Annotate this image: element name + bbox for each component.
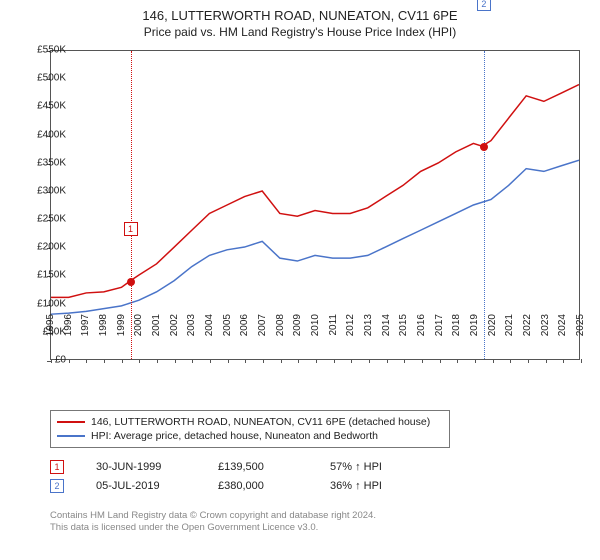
x-axis-label: 2010 (310, 314, 321, 336)
legend-item: HPI: Average price, detached house, Nune… (57, 429, 443, 443)
x-axis-label: 2014 (381, 314, 392, 336)
marker-dot (127, 278, 135, 286)
x-axis-label: 2022 (522, 314, 533, 336)
event-date: 30-JUN-1999 (96, 461, 186, 473)
x-axis-label: 1998 (98, 314, 109, 336)
x-axis-label: 2005 (222, 314, 233, 336)
x-axis-label: 2008 (275, 314, 286, 336)
y-axis-label: £100K (37, 298, 66, 309)
x-axis-label: 1997 (80, 314, 91, 336)
x-axis-label: 1996 (63, 314, 74, 336)
x-axis-label: 2000 (133, 314, 144, 336)
x-axis-label: 2013 (363, 314, 374, 336)
legend-label: HPI: Average price, detached house, Nune… (91, 430, 378, 442)
x-axis-label: 1995 (45, 314, 56, 336)
event-marker: 2 (50, 479, 64, 493)
event-vline (131, 51, 132, 359)
x-axis-label: 2009 (292, 314, 303, 336)
x-axis-label: 2011 (328, 314, 339, 336)
y-axis-label: £350K (37, 157, 66, 168)
x-axis-label: 2001 (151, 314, 162, 336)
event-row: 2 05-JUL-2019 £380,000 36% ↑ HPI (50, 479, 382, 493)
chart-container: 146, LUTTERWORTH ROAD, NUNEATON, CV11 6P… (0, 0, 600, 560)
page-subtitle: Price paid vs. HM Land Registry's House … (0, 25, 600, 39)
footer: Contains HM Land Registry data © Crown c… (50, 510, 376, 535)
event-row: 1 30-JUN-1999 £139,500 57% ↑ HPI (50, 460, 382, 474)
x-axis-label: 2015 (398, 314, 409, 336)
title-block: 146, LUTTERWORTH ROAD, NUNEATON, CV11 6P… (0, 0, 600, 43)
legend-label: 146, LUTTERWORTH ROAD, NUNEATON, CV11 6P… (91, 416, 430, 428)
x-axis-label: 2024 (557, 314, 568, 336)
marker-dot (480, 143, 488, 151)
event-marker: 1 (50, 460, 64, 474)
legend: 146, LUTTERWORTH ROAD, NUNEATON, CV11 6P… (50, 410, 450, 448)
event-table: 1 30-JUN-1999 £139,500 57% ↑ HPI 2 05-JUL-201… (50, 455, 382, 498)
x-axis-label: 2023 (540, 314, 551, 336)
y-axis-label: £0 (55, 355, 66, 366)
event-vline (484, 51, 485, 359)
x-axis-label: 2016 (416, 314, 427, 336)
event-price: £380,000 (218, 480, 298, 492)
x-axis-label: 2020 (487, 314, 498, 336)
y-axis-label: £300K (37, 185, 66, 196)
y-axis-label: £400K (37, 129, 66, 140)
legend-item: 146, LUTTERWORTH ROAD, NUNEATON, CV11 6P… (57, 415, 443, 429)
x-axis-label: 2017 (434, 314, 445, 336)
x-axis-label: 1999 (116, 314, 127, 336)
x-axis-label: 2019 (469, 314, 480, 336)
event-date: 05-JUL-2019 (96, 480, 186, 492)
legend-swatch (57, 435, 85, 437)
y-axis-label: £250K (37, 214, 66, 225)
x-axis-label: 2007 (257, 314, 268, 336)
x-axis-label: 2021 (504, 314, 515, 336)
y-axis-label: £550K (37, 45, 66, 56)
event-delta: 57% ↑ HPI (330, 461, 382, 473)
event-delta: 36% ↑ HPI (330, 480, 382, 492)
x-axis-label: 2025 (575, 314, 586, 336)
y-axis-label: £200K (37, 242, 66, 253)
x-axis-label: 2012 (345, 314, 356, 336)
page-title: 146, LUTTERWORTH ROAD, NUNEATON, CV11 6P… (0, 8, 600, 23)
marker-box: 2 (477, 0, 491, 11)
marker-box: 1 (124, 222, 138, 236)
footer-line1: Contains HM Land Registry data © Crown c… (50, 510, 376, 522)
legend-swatch (57, 421, 85, 423)
x-axis-label: 2002 (169, 314, 180, 336)
footer-line2: This data is licensed under the Open Gov… (50, 522, 376, 534)
event-price: £139,500 (218, 461, 298, 473)
y-axis-label: £150K (37, 270, 66, 281)
x-axis-label: 2004 (204, 314, 215, 336)
x-axis-label: 2003 (186, 314, 197, 336)
y-axis-label: £500K (37, 73, 66, 84)
y-axis-label: £450K (37, 101, 66, 112)
x-axis-label: 2018 (451, 314, 462, 336)
x-axis-label: 2006 (239, 314, 250, 336)
